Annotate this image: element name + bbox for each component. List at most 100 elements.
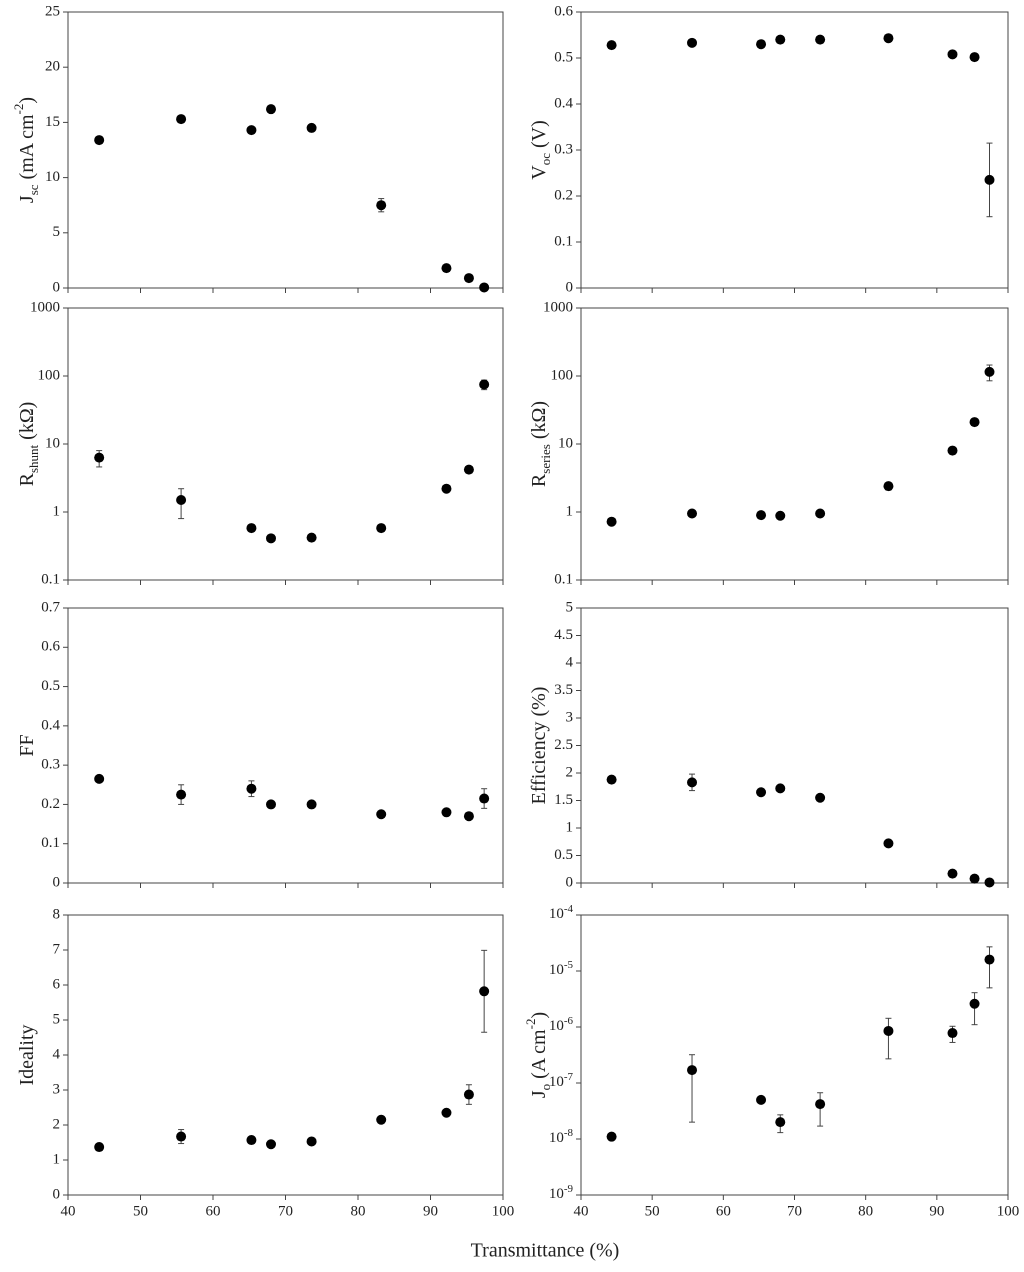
y-tick-base: 10 (549, 1074, 564, 1090)
y-axis-label-part: (A cm (528, 1029, 550, 1084)
point (606, 1131, 617, 1142)
y-tick-label: 1 (53, 1151, 61, 1167)
y-axis-label: Rseries (kΩ) (528, 401, 554, 487)
y-tick-label: 0.5 (41, 678, 60, 694)
x-tick-label: 80 (858, 1203, 873, 1219)
y-tick-exp: -5 (564, 959, 574, 971)
y-axis-label-part: Efficiency (%) (528, 687, 550, 805)
y-tick-label: 7 (53, 941, 61, 957)
y-tick-label: 0.3 (554, 141, 573, 157)
point (947, 445, 958, 456)
x-axis-label: Transmittance (%) (471, 1240, 620, 1262)
y-tick-label: 10-7 (549, 1071, 574, 1091)
y-tick-label: 0.5 (554, 847, 573, 863)
plot-frame (580, 11, 1009, 289)
point (756, 510, 767, 521)
y-tick-base: 10 (549, 906, 564, 922)
y-tick-label: 2.5 (554, 737, 573, 753)
point (606, 40, 617, 51)
x-tick-label: 70 (278, 1203, 293, 1219)
y-tick-exp: -9 (564, 1183, 574, 1195)
point (815, 1099, 826, 1110)
point (306, 532, 317, 543)
point (246, 125, 257, 136)
y-tick-label: 10-9 (549, 1183, 574, 1203)
point (246, 783, 257, 794)
error-bar (986, 946, 993, 989)
point (479, 282, 490, 293)
y-axis-label-part: (kΩ) (16, 402, 38, 445)
x-tick-label: 80 (351, 1203, 366, 1219)
y-axis-label-part: oc (538, 153, 553, 166)
point (246, 1135, 257, 1146)
y-axis-label-part: -2 (11, 104, 26, 115)
y-tick-label: 10-8 (549, 1127, 574, 1147)
point (376, 1114, 387, 1125)
point (984, 174, 995, 185)
error-bar (885, 1017, 892, 1060)
y-tick-label: 4 (566, 654, 574, 670)
point (376, 809, 387, 820)
y-tick-label: 3 (566, 709, 574, 725)
y-axis-label-part: (kΩ) (528, 401, 550, 444)
point (463, 273, 474, 284)
y-tick-label: 0.3 (41, 757, 60, 773)
point (984, 877, 995, 888)
y-tick-base: 10 (549, 1018, 564, 1034)
y-tick-label: 2 (566, 764, 574, 780)
point (376, 523, 387, 534)
error-bar (689, 1054, 696, 1123)
point (756, 1094, 767, 1105)
point (883, 33, 894, 44)
y-tick-label: 20 (45, 59, 60, 75)
y-tick-label: 0.1 (41, 835, 60, 851)
y-axis-label-part: series (538, 444, 553, 474)
point (883, 1025, 894, 1036)
point (687, 37, 698, 48)
point (94, 135, 105, 146)
y-tick-label: 1 (566, 503, 574, 519)
point (815, 34, 826, 45)
point (176, 789, 187, 800)
y-axis-label-part: V (528, 165, 550, 180)
y-tick-base: 10 (549, 1130, 564, 1146)
point (947, 1028, 958, 1039)
point (266, 533, 276, 544)
point (306, 122, 317, 133)
point (246, 523, 257, 534)
y-tick-label: 0.6 (41, 639, 60, 655)
y-tick-base: 10 (549, 962, 564, 978)
y-tick-label: 10-6 (549, 1015, 574, 1035)
y-tick-label: 1000 (543, 299, 573, 315)
point (947, 868, 958, 879)
x-tick-label: 100 (997, 1203, 1020, 1219)
point (969, 873, 980, 884)
y-tick-exp: -6 (564, 1015, 574, 1027)
y-tick-label: 0 (53, 874, 61, 890)
y-tick-label: 0.2 (41, 796, 60, 812)
x-tick-label: 90 (423, 1203, 438, 1219)
y-axis-label-part: R (528, 473, 550, 487)
plot-frame (67, 307, 504, 581)
point (441, 807, 452, 818)
y-axis-label: Rshunt (kΩ) (16, 402, 42, 487)
x-tick-label: 70 (787, 1203, 802, 1219)
y-tick-label: 6 (53, 976, 61, 992)
point (883, 481, 894, 492)
x-tick-label: 90 (929, 1203, 944, 1219)
plot-frame (580, 307, 1009, 581)
y-tick-label: 5 (53, 1011, 61, 1027)
y-axis-label-part: Ideality (16, 1024, 38, 1085)
point (266, 799, 276, 810)
y-axis-label-part: ) (528, 1012, 550, 1019)
y-tick-label: 0.2 (554, 187, 573, 203)
y-tick-label: 10 (45, 169, 60, 185)
point (775, 1117, 786, 1128)
y-tick-label: 100 (38, 367, 61, 383)
point (969, 417, 980, 428)
x-tick-label: 60 (716, 1203, 731, 1219)
y-tick-label: 100 (551, 367, 574, 383)
x-tick-label: 50 (645, 1203, 660, 1219)
point (463, 811, 474, 822)
